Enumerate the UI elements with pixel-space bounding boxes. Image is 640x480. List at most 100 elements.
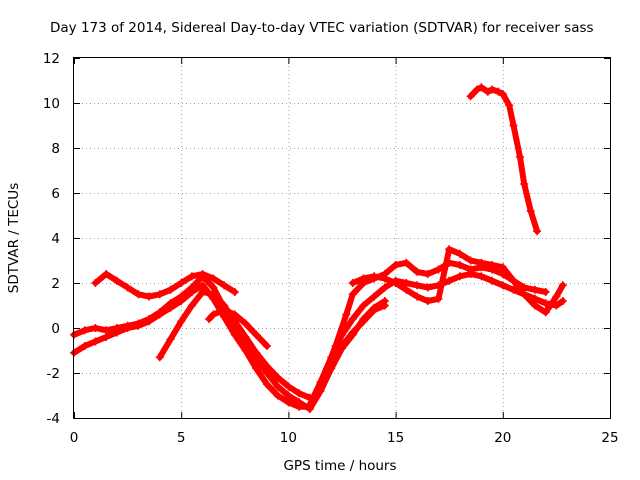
data-point (295, 389, 304, 398)
data-point (380, 274, 389, 283)
data-point (380, 283, 389, 292)
data-point (402, 279, 411, 287)
data-point (520, 290, 529, 299)
data-point (187, 301, 196, 310)
data-point (102, 333, 111, 341)
data-point (209, 283, 218, 292)
data-point (455, 272, 464, 281)
y-tick-label: 10 (43, 96, 60, 112)
data-point (284, 398, 293, 407)
data-point (370, 303, 379, 312)
data-point (198, 281, 207, 290)
data-point (558, 297, 567, 305)
data-point (187, 283, 196, 292)
series-track-3 (91, 270, 239, 301)
data-point (359, 301, 368, 310)
data-point (177, 292, 186, 301)
data-point (488, 85, 497, 94)
data-point (230, 317, 239, 326)
data-point (123, 321, 132, 330)
data-point (220, 281, 229, 290)
data-point (477, 272, 486, 281)
data-point (530, 301, 539, 310)
data-point (505, 101, 514, 110)
x-tick-label: 15 (387, 430, 404, 446)
data-point (230, 288, 239, 296)
data-point (348, 330, 357, 339)
data-point (230, 330, 239, 339)
data-point (80, 342, 89, 350)
data-point (284, 391, 293, 400)
chart-title: Day 173 of 2014, Sidereal Day-to-day VTE… (50, 20, 594, 36)
series-track-8 (348, 245, 567, 317)
data-point (331, 342, 340, 350)
data-point (262, 342, 271, 350)
data-point (498, 90, 507, 98)
data-point (187, 272, 196, 281)
plot-frame (73, 57, 611, 419)
data-point (91, 279, 100, 287)
data-point (483, 87, 492, 96)
data-point (533, 227, 542, 236)
x-tick-label: 20 (494, 430, 511, 446)
data-point (155, 353, 164, 362)
y-tick-label: 2 (51, 276, 60, 292)
data-point (526, 207, 535, 215)
data-point (515, 153, 524, 161)
data-point (342, 310, 351, 319)
data-point (102, 326, 111, 335)
data-point (80, 326, 89, 335)
data-point (402, 285, 411, 294)
x-tick-label: 25 (601, 430, 618, 446)
x-tick-label: 5 (177, 430, 186, 446)
data-point (558, 281, 567, 290)
data-point (541, 308, 550, 317)
data-point (220, 306, 229, 314)
data-point (198, 270, 207, 278)
data-point (316, 378, 325, 386)
data-point (295, 398, 304, 407)
data-point (112, 276, 121, 285)
series-line (467, 84, 541, 235)
data-point (455, 249, 464, 258)
series-track-9 (466, 83, 542, 236)
data-point (134, 319, 143, 328)
data-point (348, 290, 357, 299)
y-axis-label: SDTVAR / TECUs (6, 183, 22, 293)
data-point (252, 364, 261, 373)
data-point (241, 319, 250, 328)
data-point (123, 283, 132, 292)
data-point (252, 348, 261, 357)
data-point (209, 310, 218, 319)
data-point (423, 297, 432, 305)
data-point (520, 180, 529, 188)
data-point (488, 276, 497, 285)
data-point (445, 276, 454, 285)
data-point (359, 274, 368, 283)
data-point (477, 258, 486, 267)
data-series (70, 83, 567, 413)
x-axis-label: GPS time / hours (283, 458, 396, 474)
series-track-5 (205, 306, 271, 350)
data-point (391, 261, 400, 269)
data-point (155, 290, 164, 299)
data-point (488, 261, 497, 269)
data-point (348, 315, 357, 323)
grid (74, 58, 610, 418)
x-tick-label: 0 (70, 430, 79, 446)
y-tick-label: 4 (51, 231, 60, 247)
data-point (455, 261, 464, 269)
data-point (359, 315, 368, 323)
data-point (91, 337, 100, 346)
y-tick-label: 12 (43, 51, 60, 67)
data-point (509, 285, 518, 294)
data-point (112, 324, 121, 332)
data-point (145, 292, 154, 301)
data-point (466, 256, 475, 265)
y-tick-label: -2 (47, 366, 60, 382)
data-point (166, 335, 175, 344)
data-point (434, 265, 443, 274)
data-point (145, 315, 154, 323)
data-point (338, 344, 346, 353)
